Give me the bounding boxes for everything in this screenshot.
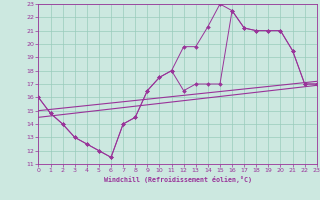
X-axis label: Windchill (Refroidissement éolien,°C): Windchill (Refroidissement éolien,°C) [104, 176, 252, 183]
